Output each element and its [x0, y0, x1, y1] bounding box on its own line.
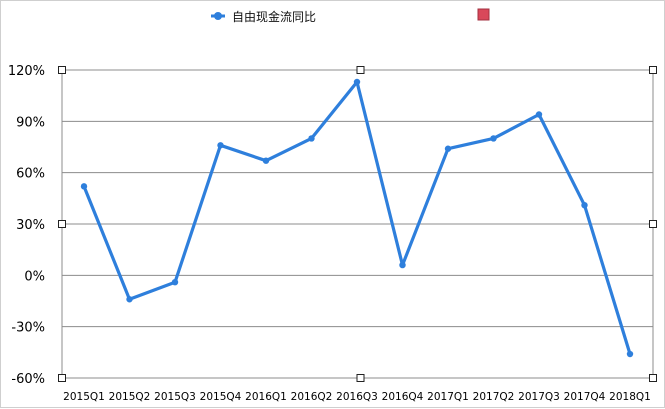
y-axis: -60% -30% 0% 30% 60% 90% 120%	[8, 64, 45, 387]
x-tick-label: 2016Q3	[336, 391, 378, 403]
legend-extra-marker	[477, 8, 490, 21]
resize-handle[interactable]	[356, 66, 365, 74]
data-point	[126, 296, 133, 303]
data-point	[217, 142, 224, 149]
x-tick-label: 2017Q4	[564, 391, 606, 403]
data-point	[399, 261, 406, 269]
data-point	[353, 78, 361, 86]
resize-handle[interactable]	[356, 374, 365, 382]
data-point	[308, 135, 315, 142]
x-tick-label: 2015Q2	[109, 391, 151, 403]
resize-handle[interactable]	[58, 220, 66, 228]
legend-dot-marker	[214, 12, 222, 20]
resize-handle[interactable]	[649, 66, 657, 74]
selection-handles	[58, 66, 657, 382]
y-tick-label: -60%	[11, 372, 45, 387]
data-point	[535, 111, 543, 118]
x-tick-label: 2015Q3	[154, 391, 196, 403]
resize-handle[interactable]	[58, 374, 66, 382]
series-group	[80, 78, 634, 358]
x-tick-label: 2016Q1	[245, 391, 287, 403]
legend-label: 自由现金流同比	[232, 9, 316, 24]
x-tick-label: 2017Q3	[518, 391, 560, 403]
data-point	[444, 145, 452, 152]
legend: 自由现金流同比	[211, 8, 490, 24]
resize-handle[interactable]	[58, 66, 66, 74]
x-tick-label: 2016Q2	[291, 391, 333, 403]
data-point	[581, 201, 588, 209]
y-tick-label: 60%	[16, 167, 45, 182]
x-tick-label: 2015Q4	[200, 391, 242, 403]
x-tick-label: 2015Q1	[63, 391, 105, 403]
y-tick-label: 90%	[16, 115, 45, 130]
series-line	[82, 80, 632, 356]
data-point	[171, 278, 179, 286]
x-tick-label: 2016Q4	[382, 391, 424, 403]
x-axis: 2015Q1 2015Q2 2015Q3 2015Q4 2016Q1 2016Q2 2016…	[63, 391, 651, 403]
data-point	[626, 350, 634, 358]
data-point	[80, 183, 88, 190]
y-tick-label: 120%	[8, 64, 45, 79]
gridlines	[62, 69, 653, 379]
x-tick-label: 2017Q1	[427, 391, 469, 403]
x-tick-label: 2017Q2	[473, 391, 515, 403]
y-tick-label: 30%	[16, 218, 45, 233]
data-point	[490, 135, 497, 142]
resize-handle[interactable]	[649, 374, 657, 382]
y-tick-label: 0%	[24, 269, 45, 284]
resize-handle[interactable]	[649, 220, 657, 228]
x-tick-label: 2018Q1	[609, 391, 651, 403]
data-point	[262, 157, 270, 164]
y-tick-label: -30%	[11, 321, 45, 336]
